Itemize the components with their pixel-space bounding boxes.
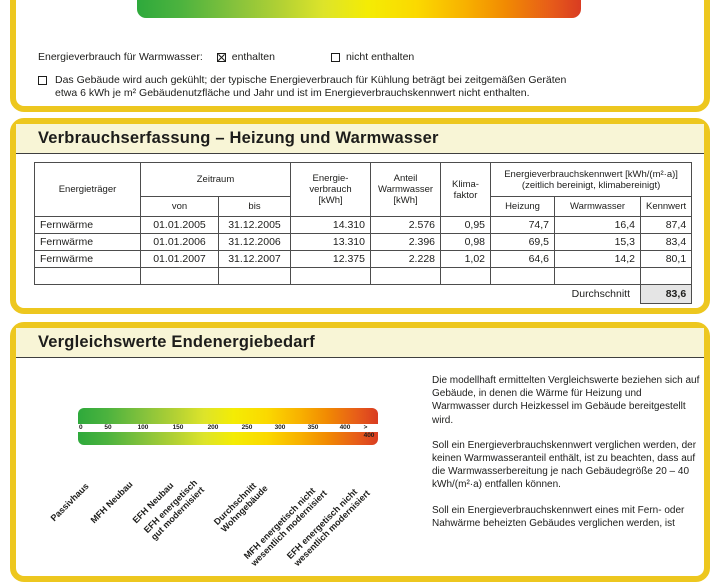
warmwasser-label: Energieverbrauch für Warmwasser: (38, 51, 203, 63)
comparison-explanation: Die modellhaft ermittelten Vergleichswer… (432, 374, 700, 542)
option-enthalten-label: enthalten (231, 51, 275, 63)
col-header-kennwert-group: Energieverbrauchskennwert [kWh/(m²·a)] (… (489, 162, 693, 197)
vergleichswerte-title: Vergleichswerte Endenergiebedarf (38, 333, 315, 351)
cooling-note: Das Gebäude wird auch gekühlt; der typis… (38, 74, 566, 100)
col-header-zeitraum: Zeitraum (140, 162, 291, 197)
col-header-kennwert: Kennwert (639, 196, 693, 217)
energy-scale-panel: Energieverbrauch für Warmwasser: enthalt… (10, 0, 710, 112)
col-header-von: von (140, 196, 219, 217)
average-row: Durchschnitt 83,6 (35, 284, 693, 304)
table-row: Fernwärme 01.01.2006 31.12.2006 13.310 2… (34, 233, 693, 251)
checkbox-unchecked-icon (38, 76, 47, 85)
paragraph: Soll ein Energieverbrauchskennwert eines… (432, 504, 685, 529)
scale-gradient-top (78, 408, 378, 424)
average-value: 83,6 (639, 284, 693, 304)
section-header-band: Vergleichswerte Endenergiebedarf (16, 328, 704, 358)
cooling-note-text: Das Gebäude wird auch gekühlt; der typis… (55, 74, 567, 99)
col-header-heizung: Heizung (490, 196, 555, 217)
col-header-bis: bis (218, 196, 291, 217)
warmwasser-option-row: Energieverbrauch für Warmwasser: enthalt… (38, 50, 414, 64)
section-header-band: Verbrauchserfassung – Heizung und Warmwa… (16, 124, 704, 154)
table-row: Fernwärme 01.01.2005 31.12.2005 14.310 2… (34, 216, 693, 234)
average-label: Durchschnitt (571, 288, 630, 301)
vergleichswerte-panel: Vergleichswerte Endenergiebedarf 0 50 10… (10, 322, 710, 582)
scale-gradient-bottom (78, 432, 378, 445)
verbrauchserfassung-title: Verbrauchserfassung – Heizung und Warmwa… (38, 129, 439, 147)
col-header-anteil-warmwasser: Anteil Warmwasser [kWh] (370, 162, 441, 217)
col-header-warmwasser: Warmwasser (554, 196, 641, 217)
col-header-energietraeger: Energieträger (34, 162, 141, 217)
col-header-klimafaktor: Klima- faktor (440, 162, 491, 217)
verbrauchserfassung-panel: Verbrauchserfassung – Heizung und Warmwa… (10, 118, 710, 314)
scale-label-passivhaus: Passivhaus (48, 481, 91, 524)
col-header-energieverbrauch: Energie- verbrauch [kWh] (290, 162, 371, 217)
paragraph: Die modellhaft ermittelten Vergleichswer… (432, 375, 700, 426)
energy-gradient-bar (137, 0, 581, 18)
scale-label-mfh-neubau: MFH Neubau (88, 479, 135, 526)
consumption-table: Energieträger Zeitraum Energie- verbrauc… (34, 162, 693, 304)
paragraph: Soll ein Energieverbrauchskennwert vergl… (432, 439, 697, 491)
scale-label-durchschnitt: Durchschnitt Wohngebäude (211, 480, 270, 534)
checkbox-checked-icon (216, 52, 226, 62)
checkbox-unchecked-icon (330, 52, 340, 62)
table-row-empty (34, 267, 693, 285)
scale-tick-labels: 0 50 100 150 200 250 300 350 400 > 400 (78, 424, 378, 439)
table-row: Fernwärme 01.01.2007 31.12.2007 12.375 2… (34, 250, 693, 268)
comparison-scale: 0 50 100 150 200 250 300 350 400 > 400 (78, 408, 378, 445)
option-nicht-enthalten-label: nicht enthalten (345, 51, 415, 63)
